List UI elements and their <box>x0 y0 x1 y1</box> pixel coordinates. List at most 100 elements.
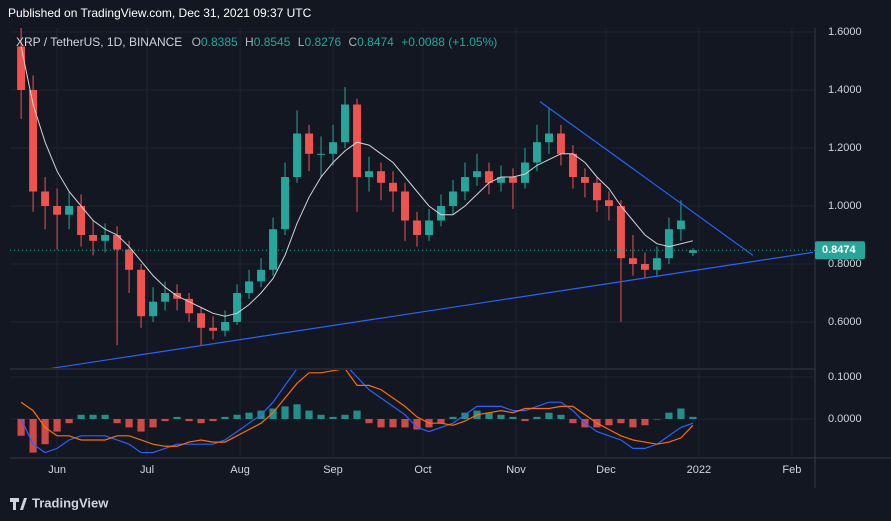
macd-histogram-bar <box>221 416 229 419</box>
candle-body <box>616 206 625 259</box>
trendline <box>50 251 813 368</box>
macd-histogram-bar <box>197 418 205 424</box>
ohlc-prefix: H <box>245 35 254 49</box>
macd-histogram-bar <box>101 414 109 419</box>
macd-histogram-bar <box>449 416 457 419</box>
y-tick-label: 1.2000 <box>828 142 862 154</box>
y-tick-label: 0.8000 <box>828 258 862 270</box>
macd-histogram-bar <box>41 418 49 445</box>
macd-histogram-bar <box>401 418 409 428</box>
macd-histogram-bar <box>173 416 181 419</box>
macd-histogram-bar <box>377 418 385 428</box>
chart-legend: XRP / TetherUS, 1D, BINANCE O0.8385 H0.8… <box>16 35 497 49</box>
candle-body <box>149 301 158 317</box>
macd-histogram-bar <box>413 418 421 430</box>
candle-body <box>329 142 337 154</box>
macd-histogram-bar <box>461 412 469 419</box>
macd-histogram-bar <box>149 418 157 428</box>
macd-histogram-bar <box>317 414 325 419</box>
macd-histogram-bar <box>209 418 217 422</box>
macd-histogram-bar <box>245 412 253 419</box>
x-tick-label: Dec <box>596 464 616 476</box>
macd-pane <box>17 370 697 454</box>
macd-histogram-bar <box>689 416 697 419</box>
candle-body <box>305 133 313 154</box>
candle-body <box>101 235 110 241</box>
candle-body <box>353 104 361 178</box>
macd-histogram-bar <box>677 408 685 419</box>
macd-histogram-bar <box>53 418 61 432</box>
candle-body <box>473 171 481 178</box>
macd-histogram-bar <box>113 418 121 424</box>
candle-body <box>53 206 62 215</box>
macd-histogram-bar <box>161 418 169 422</box>
macd-histogram-bar <box>341 414 349 419</box>
candle-body <box>664 229 673 259</box>
y-tick-label: 1.0000 <box>828 200 862 212</box>
ohlc-prefix: O <box>192 35 201 49</box>
macd-histogram-bar <box>617 418 625 424</box>
ohlc-value: 0.8545 <box>254 35 291 49</box>
last-price-label: 0.8474 <box>822 244 857 256</box>
macd-histogram-bar <box>125 418 133 428</box>
macd-histogram-bar <box>665 412 673 419</box>
macd-histogram-bar <box>77 414 85 419</box>
candle-body <box>389 182 397 192</box>
candle-body <box>545 133 553 143</box>
candle-body <box>293 133 301 178</box>
x-tick-label: Sep <box>323 464 343 476</box>
candle-body <box>521 162 529 183</box>
candle-body <box>592 182 601 201</box>
macd-histogram-bar <box>497 414 505 419</box>
candle-body <box>185 298 194 314</box>
candle-body <box>197 313 206 328</box>
macd-histogram-bar <box>137 418 145 432</box>
x-tick-label: Feb <box>782 464 801 476</box>
candle-body <box>245 281 253 294</box>
candle-body <box>569 153 577 178</box>
macd-histogram-bar <box>281 406 289 419</box>
macd-histogram-bar <box>233 414 241 419</box>
macd-histogram-bar <box>89 414 97 419</box>
macd-histogram-bar <box>329 416 337 419</box>
candle-body <box>533 142 541 163</box>
candle-body <box>652 258 661 270</box>
macd-histogram-bar <box>389 418 397 428</box>
macd-histogram-bar <box>629 418 637 428</box>
y-tick-label: 1.6000 <box>828 26 862 38</box>
candle-body <box>113 235 122 250</box>
macd-histogram-bar <box>605 418 613 426</box>
macd-histogram-bar <box>485 412 493 419</box>
candle-body <box>461 177 469 192</box>
candle-body <box>17 46 26 91</box>
macd-histogram-bar <box>557 414 565 419</box>
candle-body <box>580 177 589 183</box>
trendline <box>539 101 754 256</box>
candle-body <box>401 191 409 221</box>
macd-histogram-bar <box>437 418 445 424</box>
candle-body <box>377 171 385 183</box>
candle-body <box>341 104 349 143</box>
candle-body <box>557 133 565 154</box>
macd-histogram-bar <box>17 418 25 436</box>
y-tick-label: 1.4000 <box>828 84 862 96</box>
last-price-badge <box>815 241 865 260</box>
macd-line <box>20 370 694 454</box>
macd-histogram-bar <box>653 418 661 420</box>
candle-body <box>137 269 146 317</box>
macd-histogram-bar <box>65 418 73 424</box>
logo-icon <box>10 498 27 510</box>
x-tick-label: Jul <box>140 464 154 476</box>
x-tick-label: Aug <box>230 464 250 476</box>
macd-histogram-bar <box>305 410 313 419</box>
macd-histogram-bar <box>353 410 361 419</box>
candle-body <box>604 200 613 207</box>
moving-average <box>20 46 694 317</box>
macd-histogram-bar <box>269 408 277 419</box>
candle-body <box>41 191 50 207</box>
candle-body <box>209 327 218 331</box>
candle-body <box>221 322 230 331</box>
brand-name: TradingView <box>32 495 109 510</box>
